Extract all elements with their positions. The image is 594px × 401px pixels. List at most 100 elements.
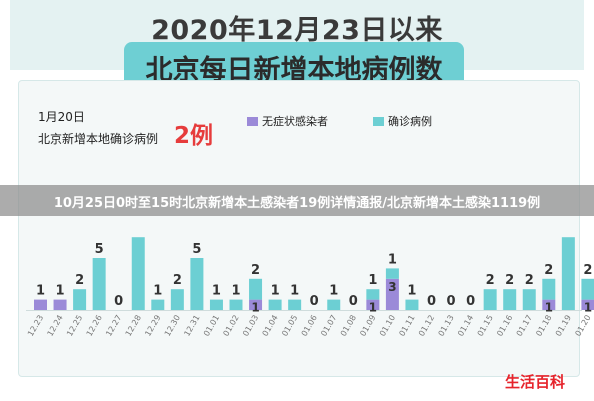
bar-value-label: 0 [349, 294, 358, 309]
bar-asymptomatic [581, 299, 594, 310]
x-tick-label: 12.27 [104, 314, 123, 338]
x-tick-label: 01.05 [280, 314, 299, 338]
x-tick-label: 01.14 [456, 314, 475, 338]
x-tick-label: 01.11 [397, 314, 416, 338]
bar-value-label: 1 [231, 284, 240, 299]
bar-value-label: 2 [486, 273, 495, 288]
bar-confirmed [522, 289, 536, 310]
bar-confirmed [561, 237, 575, 310]
x-tick-label: 01.03 [241, 314, 260, 338]
headline-band: 10月25日0时至15时北京新增本土感染者19例详情通报/北京新增本土感染111… [0, 185, 594, 216]
x-tick-label: 12.29 [143, 314, 162, 338]
bar-value-label: 2 [544, 263, 553, 278]
bar-value-label: 2 [583, 263, 592, 278]
legend-swatch-asymptomatic [247, 117, 258, 126]
x-tick-label: 01.01 [202, 314, 221, 338]
title-line1: 2020年12月23日以来 [151, 15, 443, 46]
x-tick-label: 01.07 [319, 314, 338, 338]
bar-confirmed [483, 289, 497, 310]
bar-value-label: 1 [271, 284, 280, 299]
x-tick-label: 01.08 [339, 314, 358, 338]
legend-label-confirmed: 确诊病例 [388, 115, 432, 128]
x-tick-label: 01.09 [358, 314, 377, 338]
bar-confirmed [503, 289, 517, 310]
x-tick-label: 01.17 [515, 314, 534, 338]
bar-confirmed [581, 278, 594, 300]
x-tick-label: 01.12 [417, 314, 436, 338]
bar-value-label: 5 [192, 242, 201, 257]
bar-confirmed [73, 289, 87, 310]
bar-value-label: 1 [368, 273, 377, 288]
bar-confirmed [151, 299, 165, 310]
bar-asymptomatic [385, 278, 399, 310]
note-text: 北京新增本地确诊病例 [38, 132, 159, 146]
bar-value-label: 0 [447, 294, 456, 309]
x-tick-label: 12.24 [46, 314, 65, 338]
bar-confirmed [92, 258, 106, 310]
x-tick-label: 01.04 [261, 314, 280, 338]
bar-value-label: 5 [95, 242, 104, 257]
bar-value-label: 2 [173, 273, 182, 288]
bar-inner-label: 3 [388, 280, 396, 294]
bar-confirmed [385, 268, 399, 279]
bar-value-label: 2 [251, 263, 260, 278]
bar-value-label: 1 [290, 284, 299, 299]
bar-inner-label: 1 [251, 301, 259, 315]
bar-inner-label: 1 [369, 301, 377, 315]
bar-value-label: 1 [153, 284, 162, 299]
x-tick-label: 01.18 [534, 314, 553, 338]
bar-confirmed [170, 289, 184, 310]
x-tick-label: 01.20 [573, 314, 592, 338]
x-tick-label: 12.30 [163, 314, 182, 338]
note-count: 2例 [174, 123, 214, 149]
bar-value-label: 1 [329, 284, 338, 299]
bar-confirmed [542, 278, 556, 300]
x-tick-label: 01.16 [495, 314, 514, 338]
bar-confirmed [131, 237, 145, 310]
bar-asymptomatic [53, 299, 67, 310]
bar-value-label: 2 [525, 273, 534, 288]
x-tick-label: 01.02 [221, 314, 240, 338]
legend-confirmed: 确诊病例 [373, 113, 432, 129]
bar-value-label: 1 [407, 284, 416, 299]
headline-text: 10月25日0时至15时北京新增本土感染者19例详情通报/北京新增本土感染111… [53, 196, 541, 211]
bar-confirmed [366, 289, 380, 300]
bar-asymptomatic [249, 299, 263, 310]
note-date: 1月20日 [38, 110, 85, 124]
legend-swatch-confirmed [373, 117, 384, 126]
bar-value-label: 1 [56, 284, 65, 299]
x-tick-label: 01.13 [437, 314, 456, 338]
x-tick-label: 12.25 [65, 314, 84, 338]
bar-confirmed [209, 299, 223, 310]
x-tick-label: 01.15 [476, 314, 495, 338]
bar-value-label: 0 [114, 294, 123, 309]
bar-confirmed [405, 299, 419, 310]
bar-value-label: 0 [466, 294, 475, 309]
bar-value-label: 2 [75, 273, 84, 288]
bar-confirmed [288, 299, 302, 310]
bar-confirmed [249, 278, 263, 300]
watermark-logo: 生活百科 [505, 373, 566, 391]
bar-confirmed [229, 299, 243, 310]
bar-asymptomatic [366, 299, 380, 310]
bar-value-label: 1 [388, 252, 397, 267]
bar-value-label: 2 [505, 273, 514, 288]
x-tick-label: 01.10 [378, 314, 397, 338]
x-tick-label: 12.28 [124, 314, 143, 338]
bar-value-label: 1 [36, 284, 45, 299]
bar-confirmed [268, 299, 282, 310]
x-tick-label: 12.31 [182, 314, 201, 338]
bar-asymptomatic [542, 299, 556, 310]
bar-asymptomatic [34, 299, 47, 310]
x-tick-label: 12.23 [26, 314, 45, 338]
bar-inner-label: 1 [545, 301, 553, 315]
x-tick-label: 01.19 [554, 314, 573, 338]
bar-value-label: 1 [212, 284, 221, 299]
bar-confirmed [327, 299, 341, 310]
chart-panel [18, 80, 580, 377]
bar-confirmed [190, 258, 204, 310]
bar-value-label: 0 [427, 294, 436, 309]
legend-label-asymptomatic: 无症状感染者 [262, 115, 328, 128]
x-tick-label: 01.06 [300, 314, 319, 338]
